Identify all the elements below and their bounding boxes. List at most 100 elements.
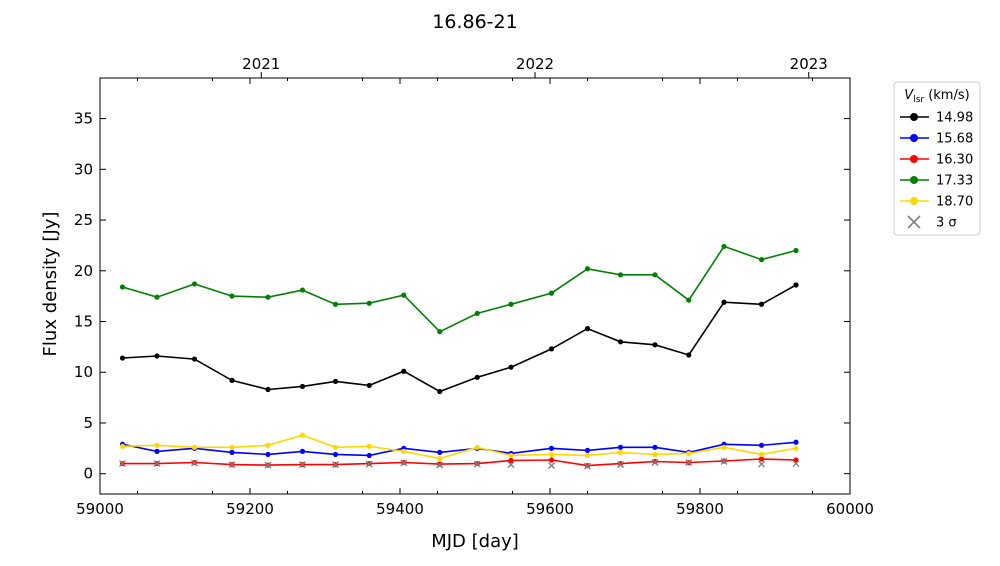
- legend-label-16.30: 16.30: [936, 153, 973, 168]
- upper-limit-marker: [365, 460, 373, 468]
- series-point-15.68: [548, 445, 555, 451]
- upper-limit-marker: [299, 461, 306, 469]
- legend-title-subscript: lsr: [913, 95, 924, 105]
- upper-limit-marker: [264, 461, 272, 469]
- series-point-18.70: [332, 444, 339, 450]
- upper-limit-marker: [228, 461, 236, 469]
- series-point-15.68: [332, 451, 339, 458]
- legend-marker-18.70: [910, 197, 918, 205]
- series-point-15.68: [758, 442, 765, 448]
- series-point-18.70: [119, 443, 126, 449]
- series-point-14.98: [401, 368, 407, 374]
- plot-frame: [99, 77, 851, 495]
- series-point-16.30: [548, 457, 555, 463]
- upper-limit-marker: [792, 460, 800, 468]
- x-axis-label: MJD [day]: [431, 531, 519, 552]
- legend-label-14.98: 14.98: [936, 111, 973, 126]
- series-point-17.33: [548, 290, 555, 296]
- series-point-16.30: [652, 458, 658, 465]
- series-point-18.70: [229, 444, 235, 450]
- series-point-18.70: [401, 448, 407, 454]
- series-point-14.98: [652, 342, 658, 348]
- upper-limit-marker: [153, 460, 161, 468]
- legend-label-15.68: 15.68: [936, 132, 973, 147]
- top-axis-label: 2021: [242, 55, 280, 73]
- upper-limit-marker: [507, 461, 515, 469]
- series-point-15.68: [154, 448, 160, 454]
- upper-limit-marker: [685, 459, 693, 467]
- series-point-18.70: [437, 455, 443, 462]
- series-point-15.68: [299, 448, 306, 454]
- series-point-18.70: [584, 452, 591, 459]
- series-point-17.33: [191, 281, 198, 287]
- legend-marker-14.98: [910, 113, 918, 121]
- series-point-14.98: [793, 282, 799, 288]
- upper-limit-marker: [332, 461, 339, 469]
- legend-title-unit: (km/s): [924, 88, 970, 103]
- series-point-14.98: [437, 388, 443, 395]
- y-tick-label: 25: [74, 211, 93, 229]
- series-point-18.70: [793, 445, 799, 451]
- legend: Vlsr (km/s) 14.98 15.68 16.30 17.33 18.70 3 σ: [893, 81, 981, 236]
- series-point-18.70: [191, 444, 198, 450]
- series-point-17.33: [686, 297, 692, 303]
- series-point-17.33: [401, 292, 407, 298]
- series-point-16.30: [758, 456, 765, 462]
- series-point-14.98: [229, 377, 235, 383]
- series-point-17.33: [437, 329, 443, 335]
- series-point-14.98: [265, 386, 271, 393]
- legend-label-18.70: 18.70: [936, 195, 973, 210]
- legend-marker-15.68: [910, 134, 918, 142]
- series-point-17.33: [617, 272, 624, 278]
- legend-label-17.33: 17.33: [936, 174, 973, 189]
- series-point-14.98: [617, 339, 624, 345]
- series-line-15.68: [122, 441, 797, 457]
- series-point-14.98: [332, 378, 339, 384]
- series-point-17.33: [474, 310, 480, 316]
- series-point-17.33: [154, 294, 160, 300]
- y-tick-label: 0: [83, 465, 93, 483]
- series-point-14.98: [191, 356, 198, 362]
- series-point-17.33: [119, 284, 126, 290]
- upper-limit-marker: [758, 460, 765, 468]
- series-line-18.70: [122, 434, 797, 460]
- series-point-14.98: [721, 299, 727, 305]
- series-point-15.68: [584, 447, 591, 453]
- series-point-14.98: [154, 353, 160, 359]
- series-point-18.70: [265, 442, 271, 448]
- upper-limit-marker: [548, 462, 555, 470]
- series-point-17.33: [758, 257, 765, 263]
- y-axis-label: Flux density [Jy]: [40, 212, 61, 357]
- series-point-17.33: [584, 266, 591, 272]
- x-tick-label: 59600: [526, 500, 574, 518]
- plot-area: 59000 59200 59400 59600 59800 60000 0 5 10 15 20 25…: [74, 55, 874, 518]
- legend-title-symbol: V: [904, 88, 914, 103]
- series-point-16.30: [437, 461, 443, 467]
- upper-limit-marker: [584, 462, 591, 470]
- series-point-14.98: [584, 326, 591, 332]
- x-tick-label: 59400: [376, 500, 424, 518]
- upper-limit-marker: [720, 458, 728, 466]
- series-point-15.68: [229, 449, 235, 455]
- series-point-17.33: [793, 247, 799, 254]
- y-tick-label: 5: [83, 414, 93, 432]
- series-point-18.70: [154, 442, 160, 448]
- legend-marker-upper-limit: [907, 215, 921, 229]
- series-line-16.30: [122, 458, 797, 467]
- series-point-18.70: [721, 444, 727, 450]
- series-point-15.68: [652, 444, 658, 450]
- y-tick-label: 20: [74, 262, 93, 280]
- upper-limit-marker: [400, 459, 408, 467]
- series-point-14.98: [299, 383, 306, 390]
- series-point-16.30: [617, 460, 624, 467]
- y-tick-label: 10: [74, 363, 93, 381]
- series-point-17.33: [508, 301, 514, 307]
- legend-marker-16.30: [910, 155, 918, 163]
- series-point-14.98: [686, 352, 692, 358]
- series-point-14.98: [119, 355, 126, 361]
- series-line-17.33: [122, 245, 797, 333]
- legend-label-upper-limit: 3 σ: [936, 216, 957, 231]
- x-tick-label: 59000: [76, 500, 124, 518]
- series-point-14.98: [548, 346, 555, 352]
